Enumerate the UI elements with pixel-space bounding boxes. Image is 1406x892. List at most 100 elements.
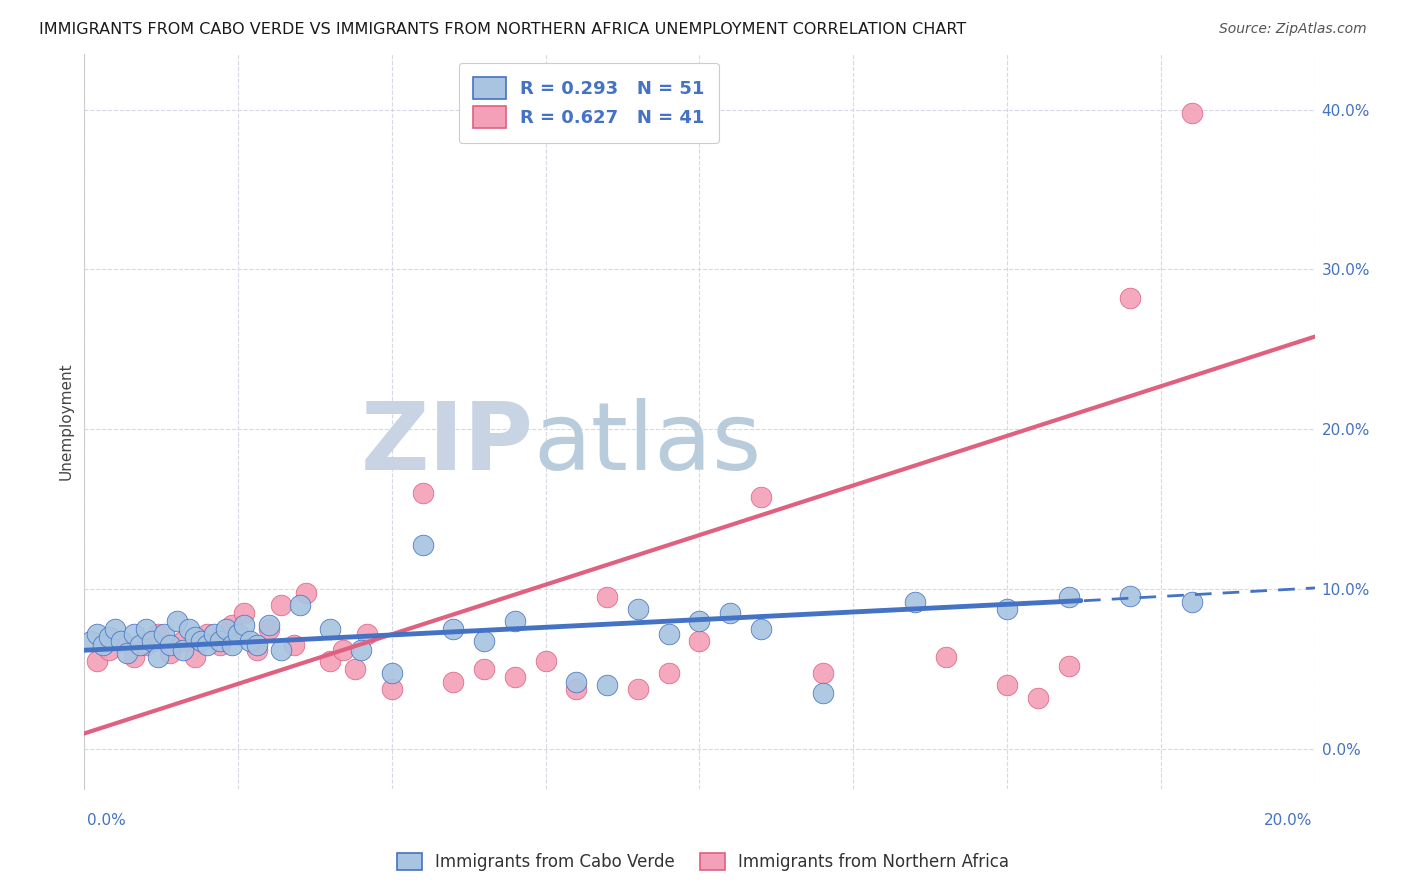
Point [596, 591, 619, 605]
Point [122, 627, 145, 641]
Legend: Immigrants from Cabo Verde, Immigrants from Northern Africa: Immigrants from Cabo Verde, Immigrants f… [388, 845, 1018, 880]
Point [208, 633, 231, 648]
Point [197, 639, 219, 653]
Point [184, 631, 207, 645]
Point [627, 601, 650, 615]
Point [159, 647, 181, 661]
Point [141, 633, 163, 648]
Point [381, 681, 404, 696]
Point [412, 486, 434, 500]
Point [283, 639, 305, 653]
Point [472, 633, 495, 648]
Point [503, 670, 526, 684]
Point [412, 538, 434, 552]
Point [381, 665, 404, 680]
Point [166, 615, 188, 629]
Point [811, 686, 834, 700]
Point [1057, 591, 1080, 605]
Point [350, 643, 373, 657]
Point [148, 649, 170, 664]
Point [270, 599, 292, 613]
Y-axis label: Unemployment: Unemployment [58, 363, 73, 480]
Point [689, 615, 711, 629]
Point [98, 631, 121, 645]
Point [215, 623, 238, 637]
Point [811, 665, 834, 680]
Point [1119, 291, 1142, 305]
Point [110, 633, 132, 648]
Point [257, 617, 280, 632]
Point [443, 623, 465, 637]
Point [148, 627, 170, 641]
Point [177, 623, 200, 637]
Point [689, 633, 711, 648]
Point [128, 639, 150, 653]
Text: IMMIGRANTS FROM CABO VERDE VS IMMIGRANTS FROM NORTHERN AFRICA UNEMPLOYMENT CORRE: IMMIGRANTS FROM CABO VERDE VS IMMIGRANTS… [39, 22, 966, 37]
Point [658, 665, 681, 680]
Text: 0.0%: 0.0% [87, 814, 127, 828]
Text: Source: ZipAtlas.com: Source: ZipAtlas.com [1219, 22, 1367, 37]
Point [86, 627, 108, 641]
Point [1181, 595, 1204, 609]
Point [246, 643, 269, 657]
Point [319, 655, 342, 669]
Point [135, 639, 157, 653]
Point [135, 623, 157, 637]
Point [221, 639, 243, 653]
Point [221, 617, 243, 632]
Point [257, 623, 280, 637]
Point [226, 627, 249, 641]
Point [1119, 589, 1142, 603]
Point [1057, 659, 1080, 673]
Point [503, 615, 526, 629]
Point [356, 627, 378, 641]
Point [117, 647, 139, 661]
Point [239, 633, 262, 648]
Point [288, 599, 311, 613]
Point [208, 639, 231, 653]
Point [159, 639, 181, 653]
Point [344, 662, 367, 676]
Point [233, 617, 256, 632]
Point [332, 643, 354, 657]
Point [79, 633, 101, 648]
Text: atlas: atlas [533, 398, 762, 490]
Point [472, 662, 495, 676]
Point [904, 595, 927, 609]
Point [184, 649, 207, 664]
Point [995, 678, 1018, 692]
Point [534, 655, 557, 669]
Point [190, 633, 212, 648]
Point [104, 623, 127, 637]
Point [658, 627, 681, 641]
Point [443, 675, 465, 690]
Point [233, 607, 256, 621]
Text: 20.0%: 20.0% [1264, 814, 1312, 828]
Point [172, 633, 194, 648]
Point [86, 655, 108, 669]
Point [935, 649, 957, 664]
Legend: R = 0.293   N = 51, R = 0.627   N = 41: R = 0.293 N = 51, R = 0.627 N = 41 [458, 62, 718, 143]
Point [1026, 691, 1049, 706]
Point [1181, 105, 1204, 120]
Point [295, 585, 318, 599]
Point [153, 627, 176, 641]
Point [749, 623, 772, 637]
Point [246, 639, 269, 653]
Point [110, 633, 132, 648]
Point [718, 607, 741, 621]
Point [627, 681, 650, 696]
Point [172, 643, 194, 657]
Point [91, 639, 114, 653]
Point [122, 649, 145, 664]
Point [749, 490, 772, 504]
Point [565, 675, 588, 690]
Point [596, 678, 619, 692]
Point [98, 643, 121, 657]
Point [565, 681, 588, 696]
Point [202, 627, 225, 641]
Text: ZIP: ZIP [360, 398, 533, 490]
Point [270, 643, 292, 657]
Point [319, 623, 342, 637]
Point [197, 627, 219, 641]
